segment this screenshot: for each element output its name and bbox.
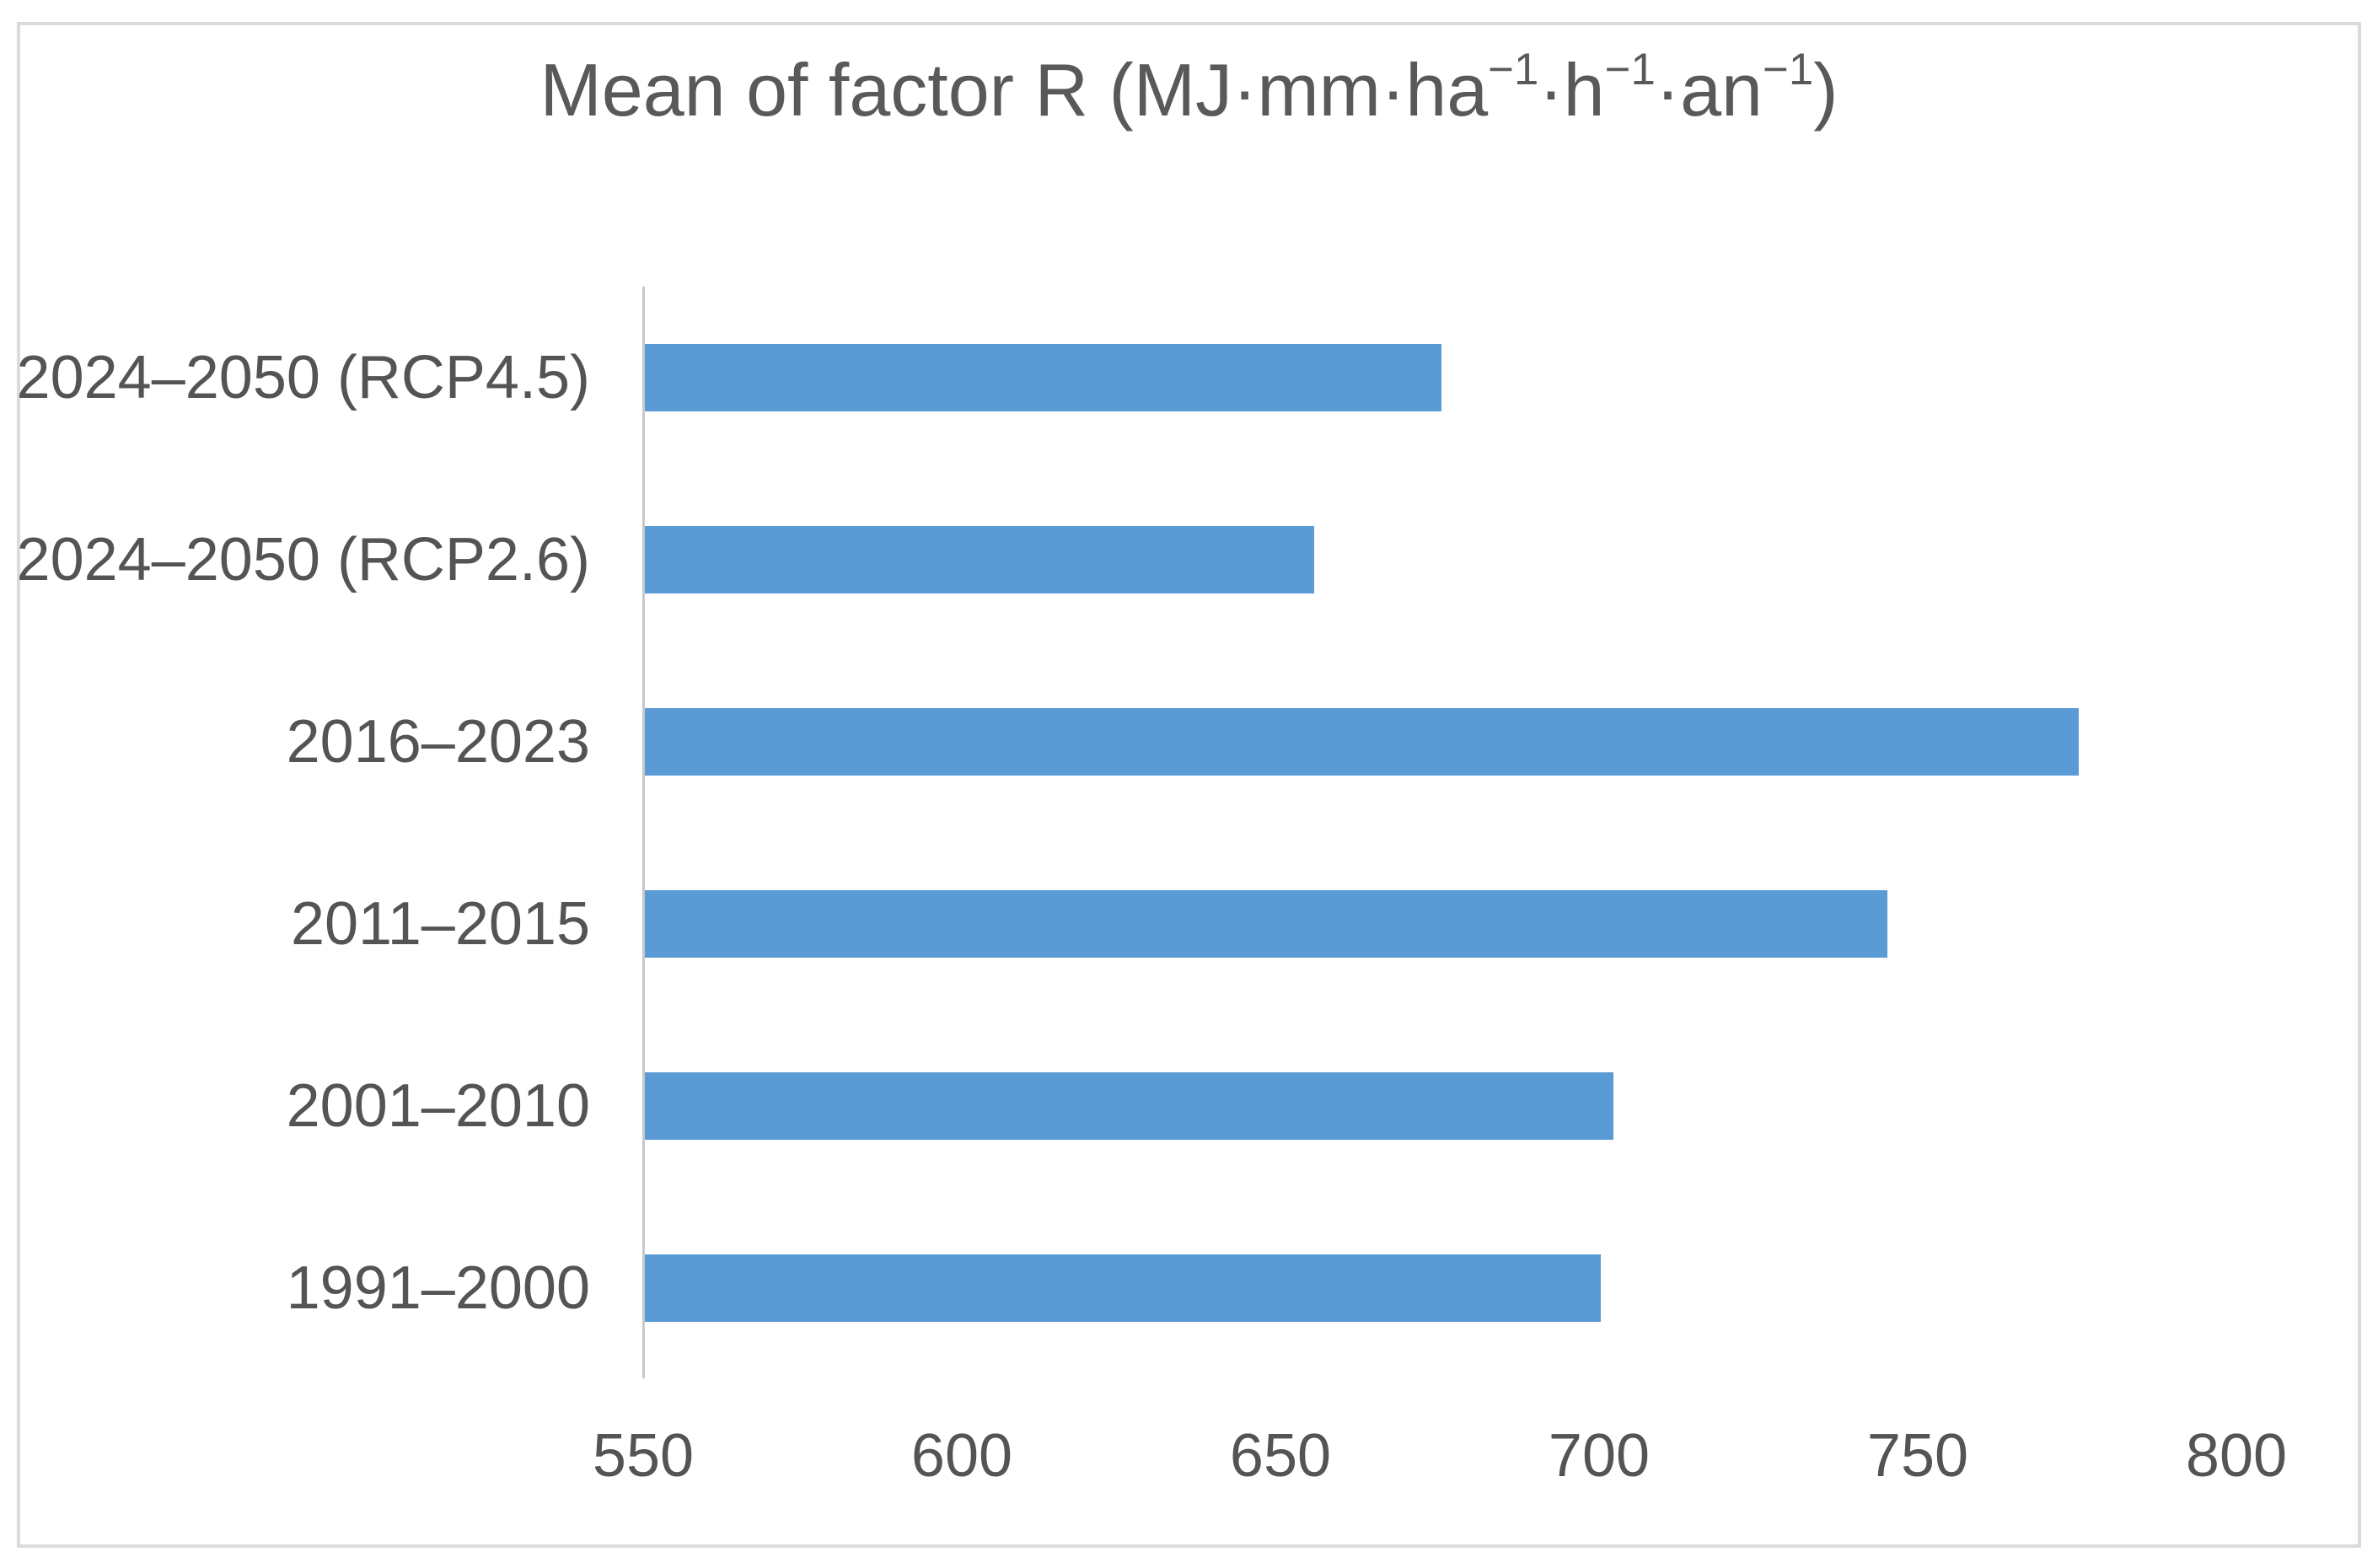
title-text: ) <box>1813 48 1839 132</box>
title-text: Mean of factor R (MJ·mm·ha <box>539 48 1489 132</box>
title-superscript: −1 <box>1488 45 1539 95</box>
bar <box>645 1254 1601 1322</box>
x-axis-tick-label: 800 <box>2185 1422 2288 1490</box>
title-superscript: −1 <box>1604 45 1656 95</box>
category-label: 2016–2023 <box>286 708 590 776</box>
title-text: ·h <box>1538 48 1605 132</box>
x-axis-tick-label: 650 <box>1229 1422 1332 1490</box>
x-axis-tick-label: 700 <box>1548 1422 1651 1490</box>
category-label: 1991–2000 <box>286 1254 590 1322</box>
category-label: 2011–2015 <box>290 890 590 958</box>
title-text: ·an <box>1655 48 1763 132</box>
bar <box>645 890 1887 958</box>
bar <box>645 1072 1613 1140</box>
title-superscript: −1 <box>1763 45 1814 95</box>
category-label: 2001–2010 <box>286 1072 590 1140</box>
x-axis-tick-label: 750 <box>1866 1422 1969 1490</box>
category-axis-line <box>642 287 645 1378</box>
category-label: 2024–2050 (RCP2.6) <box>16 526 590 593</box>
chart-title: Mean of factor R (MJ·mm·ha−1·h−1·an−1) <box>0 44 2378 137</box>
x-axis-tick-label: 600 <box>910 1422 1013 1490</box>
category-label: 2024–2050 (RCP4.5) <box>16 344 590 411</box>
bar <box>645 344 1441 411</box>
bar <box>645 708 2079 776</box>
bar <box>645 526 1314 593</box>
x-axis-tick-label: 550 <box>592 1422 695 1490</box>
